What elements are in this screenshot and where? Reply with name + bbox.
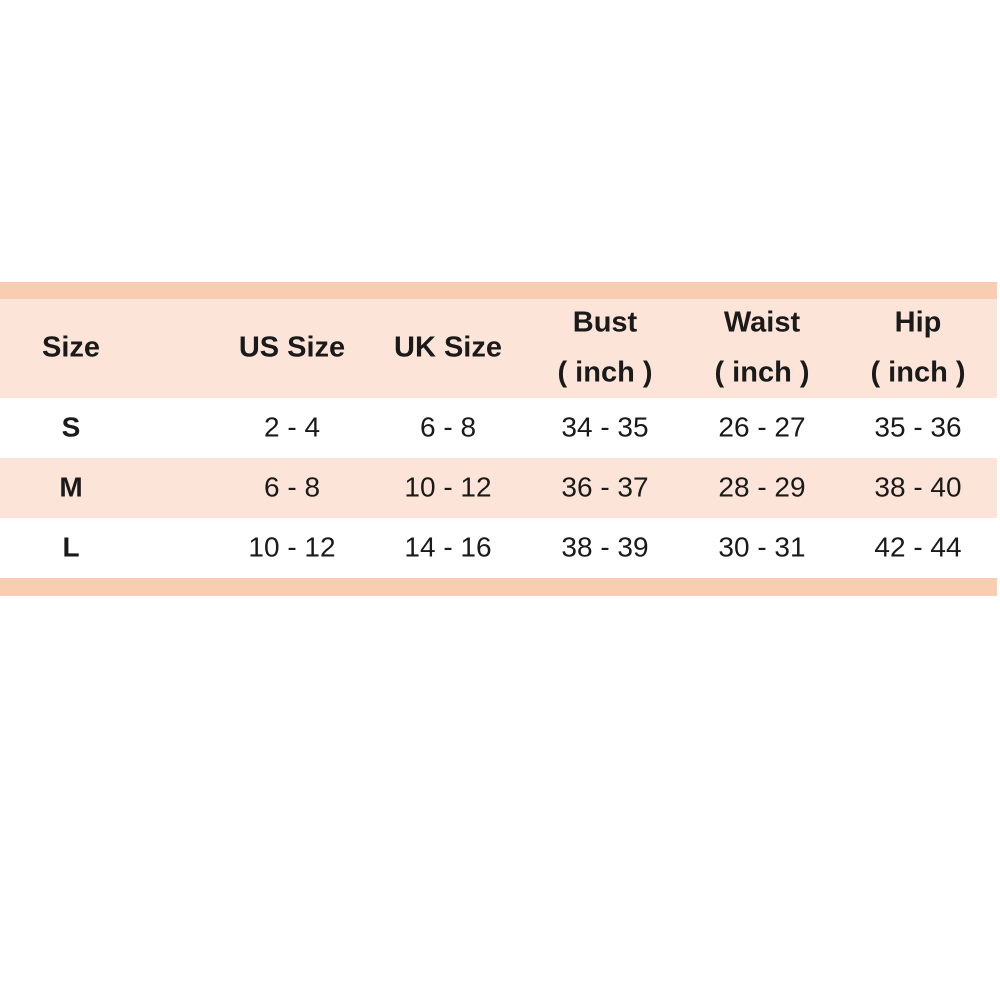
header-cell: ( inch ) xyxy=(870,357,965,389)
header-cell: ( inch ) xyxy=(714,357,809,389)
header-cell: Size xyxy=(42,332,100,364)
header-cell: UK Size xyxy=(394,332,502,364)
table-cell: 38 - 39 xyxy=(561,531,648,562)
bottom-band xyxy=(0,578,997,596)
table-cell: 2 - 4 xyxy=(264,411,320,442)
header-cell: US Size xyxy=(239,332,345,364)
header-cell: Waist xyxy=(724,307,801,339)
table-cell: 38 - 40 xyxy=(874,471,961,502)
table-cell: 6 - 8 xyxy=(264,471,320,502)
table-cell: 34 - 35 xyxy=(561,411,648,442)
table-cell: S xyxy=(62,411,81,442)
table-cell: M xyxy=(59,471,82,502)
table-cell: 42 - 44 xyxy=(874,531,961,562)
header-cell: ( inch ) xyxy=(557,357,652,389)
table-cell: 6 - 8 xyxy=(420,411,476,442)
table-cell: 30 - 31 xyxy=(718,531,805,562)
header-cell: Bust xyxy=(573,307,638,339)
table-cell: 10 - 12 xyxy=(248,531,335,562)
table-cell: 35 - 36 xyxy=(874,411,961,442)
table-cell: 10 - 12 xyxy=(404,471,491,502)
header-cell: Hip xyxy=(895,307,942,339)
top-band xyxy=(0,282,997,299)
table-cell: L xyxy=(62,531,79,562)
header-row xyxy=(0,299,997,398)
table-cell: 28 - 29 xyxy=(718,471,805,502)
table-cell: 14 - 16 xyxy=(404,531,491,562)
striped-row xyxy=(0,458,997,518)
table-cell: 36 - 37 xyxy=(561,471,648,502)
table-cell: 26 - 27 xyxy=(718,411,805,442)
